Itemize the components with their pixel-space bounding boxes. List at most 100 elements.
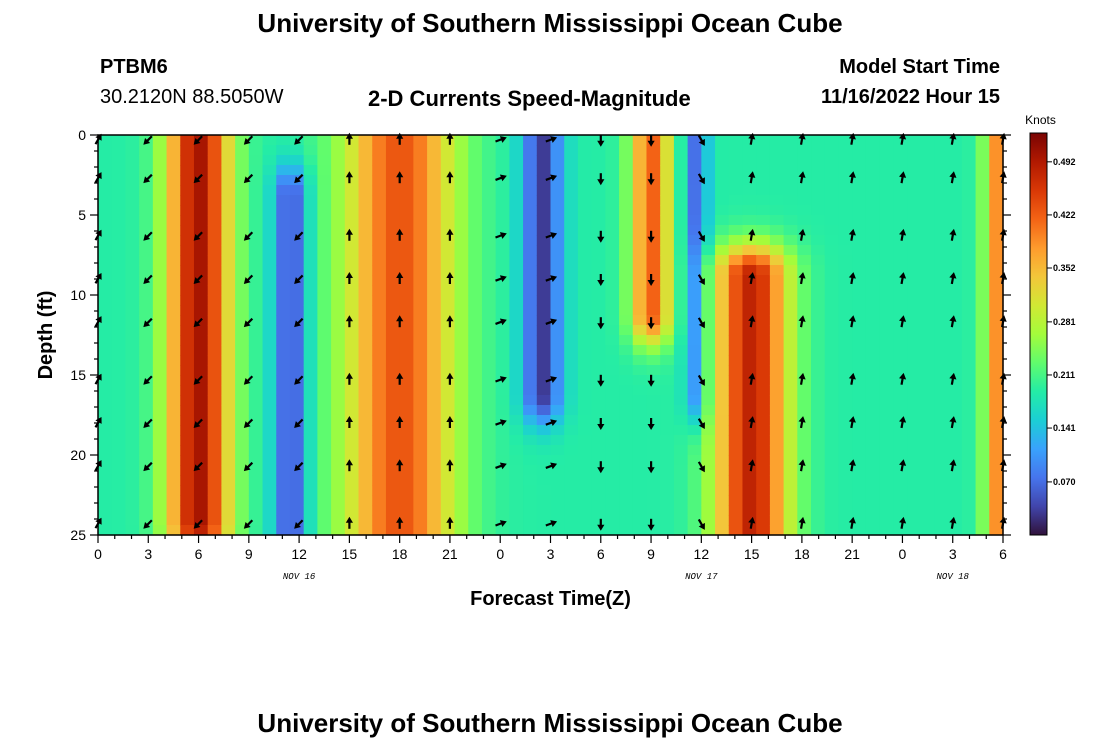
heatmap-cell xyxy=(167,525,181,536)
heatmap-cell xyxy=(592,435,606,446)
heatmap-cell xyxy=(976,245,990,256)
heatmap-cell xyxy=(455,325,469,336)
heatmap-cell xyxy=(962,455,976,466)
heatmap-cell xyxy=(742,195,756,206)
heatmap-cell xyxy=(509,415,523,426)
heatmap-cell xyxy=(304,385,318,396)
heatmap-cell xyxy=(221,455,235,466)
heatmap-cell xyxy=(962,435,976,446)
footer-title: University of Southern Mississippi Ocean… xyxy=(0,708,1100,739)
heatmap-cell xyxy=(825,305,839,316)
heatmap-cell xyxy=(98,245,112,256)
heatmap-cell xyxy=(619,205,633,216)
heatmap-cell xyxy=(989,345,1003,356)
heatmap-cell xyxy=(564,185,578,196)
heatmap-cell xyxy=(880,525,894,536)
heatmap-cell xyxy=(167,275,181,286)
heatmap-cell xyxy=(167,395,181,406)
heatmap-cell xyxy=(509,305,523,316)
x-axis-title: Forecast Time(Z) xyxy=(470,588,631,610)
x-tick-label: 21 xyxy=(442,546,458,562)
heatmap-cell xyxy=(811,255,825,266)
heatmap-cell xyxy=(770,395,784,406)
heatmap-cell xyxy=(249,395,263,406)
heatmap-cell xyxy=(880,375,894,386)
heatmap-cell xyxy=(372,175,386,186)
heatmap-cell xyxy=(646,485,660,496)
heatmap-cell xyxy=(578,205,592,216)
heatmap-cell xyxy=(893,235,907,246)
heatmap-cell xyxy=(551,145,565,156)
heatmap-cell xyxy=(770,435,784,446)
heatmap-cell xyxy=(880,425,894,436)
heatmap-cell xyxy=(605,395,619,406)
heatmap-cell xyxy=(578,445,592,456)
heatmap-cell xyxy=(482,455,496,466)
heatmap-cell xyxy=(866,465,880,476)
heatmap-cell xyxy=(221,505,235,516)
heatmap-cell xyxy=(496,405,510,416)
heatmap-cell xyxy=(455,455,469,466)
heatmap-cell xyxy=(468,495,482,506)
heatmap-cell xyxy=(98,355,112,366)
heatmap-cell xyxy=(551,425,565,436)
heatmap-cell xyxy=(578,285,592,296)
heatmap-cell xyxy=(208,325,222,336)
heatmap-cell xyxy=(948,485,962,496)
heatmap-cell xyxy=(976,385,990,396)
heatmap-cell xyxy=(413,505,427,516)
heatmap-cell xyxy=(98,525,112,536)
heatmap-cell xyxy=(290,255,304,266)
heatmap-cell xyxy=(592,285,606,296)
heatmap-cell xyxy=(907,165,921,176)
heatmap-cell xyxy=(729,135,743,146)
heatmap-cell xyxy=(825,205,839,216)
heatmap-cell xyxy=(427,345,441,356)
heatmap-cell xyxy=(263,485,277,496)
heatmap-cell xyxy=(646,455,660,466)
heatmap-cell xyxy=(578,355,592,366)
heatmap-cell xyxy=(331,415,345,426)
heatmap-cell xyxy=(770,155,784,166)
heatmap-cell xyxy=(976,455,990,466)
heatmap-cell xyxy=(537,145,551,156)
heatmap-cell xyxy=(825,505,839,516)
heatmap-cell xyxy=(468,225,482,236)
heatmap-cell xyxy=(729,445,743,456)
heatmap-cell xyxy=(838,165,852,176)
x-tick-label: 15 xyxy=(342,546,358,562)
heatmap-cell xyxy=(907,265,921,276)
heatmap-cell xyxy=(921,385,935,396)
heatmap-cell xyxy=(427,285,441,296)
heatmap-cell xyxy=(153,325,167,336)
x-tick-label: 12 xyxy=(291,546,307,562)
heatmap-cell xyxy=(468,475,482,486)
heatmap-cell xyxy=(359,205,373,216)
heatmap-cell xyxy=(413,305,427,316)
heatmap-cell xyxy=(372,205,386,216)
heatmap-cell xyxy=(605,485,619,496)
heatmap-cell xyxy=(331,155,345,166)
heatmap-cell xyxy=(880,265,894,276)
heatmap-cell xyxy=(797,355,811,366)
heatmap-cell xyxy=(934,325,948,336)
heatmap-cell xyxy=(194,295,208,306)
heatmap-cell xyxy=(619,235,633,246)
heatmap-cell xyxy=(345,255,359,266)
heatmap-cell xyxy=(468,195,482,206)
heatmap-cell xyxy=(537,435,551,446)
colorbar-tick-label: 0.352 xyxy=(1053,263,1076,273)
heatmap-cell xyxy=(331,465,345,476)
heatmap-cell xyxy=(646,305,660,316)
heatmap-cell xyxy=(934,495,948,506)
heatmap-cell xyxy=(674,295,688,306)
heatmap-cell xyxy=(921,495,935,506)
heatmap-cell xyxy=(468,305,482,316)
heatmap-cell xyxy=(578,505,592,516)
heatmap-cell xyxy=(784,265,798,276)
heatmap-cell xyxy=(509,205,523,216)
heatmap-cell xyxy=(98,195,112,206)
heatmap-cell xyxy=(167,415,181,426)
heatmap-cell xyxy=(180,355,194,366)
heatmap-cell xyxy=(551,255,565,266)
